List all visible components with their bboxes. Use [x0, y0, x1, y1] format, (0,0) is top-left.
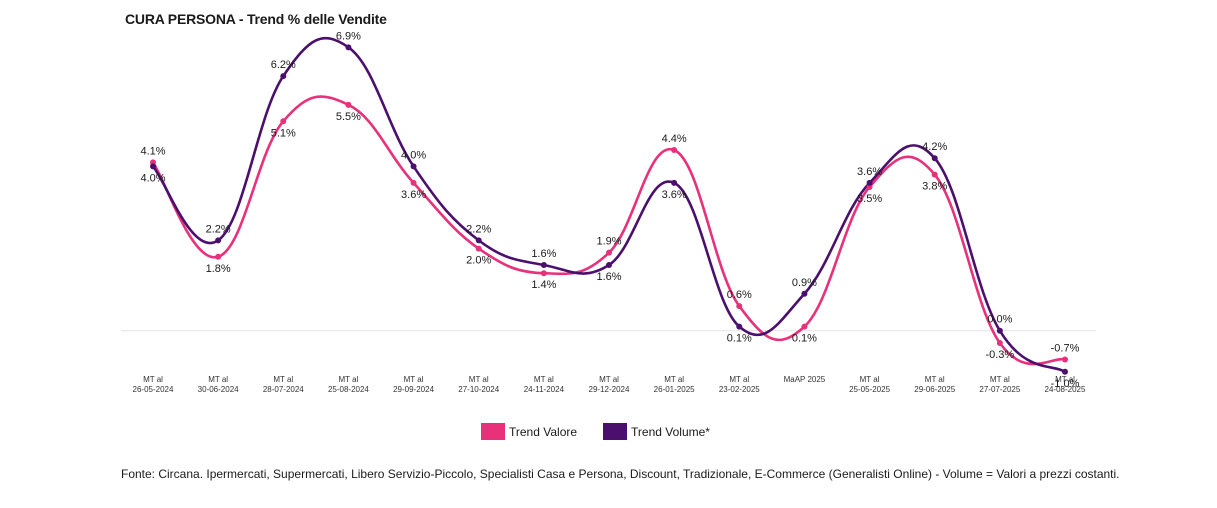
- x-tick-label: MT al 23-02-2025: [719, 375, 760, 394]
- data-point: [931, 171, 938, 178]
- data-label: 6.9%: [336, 30, 361, 42]
- data-point: [410, 179, 417, 186]
- data-point: [671, 147, 678, 153]
- series-layer: [150, 36, 1068, 375]
- x-tick-label: MT al 29-09-2024: [393, 375, 434, 394]
- data-label: 4.2%: [922, 141, 947, 153]
- data-point: [215, 253, 222, 260]
- x-axis: MT al 26-05-2024 MT al 30-06-2024 MT al 28-07…: [133, 375, 1086, 394]
- data-point: [150, 159, 156, 166]
- data-label: 4.0%: [140, 172, 165, 184]
- data-label: 1.8%: [206, 263, 231, 275]
- data-point: [215, 237, 222, 244]
- data-label: 3.8%: [922, 181, 947, 193]
- data-point: [410, 163, 417, 170]
- legend-item-trend-volume: Trend Volume*: [603, 423, 710, 440]
- x-tick-label: MT al 25-08-2024: [328, 375, 369, 394]
- data-label: 3.6%: [857, 166, 882, 178]
- data-label: 2.2%: [466, 223, 491, 235]
- data-label: 4.0%: [401, 149, 426, 161]
- data-point: [736, 323, 743, 330]
- data-point: [736, 303, 743, 310]
- data-point: [280, 118, 287, 125]
- data-label: 0.0%: [987, 314, 1012, 326]
- data-point: [671, 179, 678, 186]
- data-point: [866, 183, 873, 190]
- x-tick-label: MT al 29-06-2025: [914, 375, 955, 394]
- data-label: 1.6%: [596, 271, 621, 283]
- data-label: 5.1%: [271, 127, 296, 139]
- legend-label-volume: Trend Volume*: [631, 424, 710, 439]
- legend-label-valore: Trend Valore: [509, 424, 578, 439]
- x-tick-label: MT al 27-10-2024: [458, 375, 499, 394]
- data-point: [1062, 368, 1068, 375]
- data-point: [606, 262, 612, 268]
- data-point: [475, 237, 482, 244]
- x-tick-label: MT al 28-07-2024: [263, 375, 304, 394]
- legend-item-trend-valore: Trend Valore: [481, 423, 577, 440]
- data-label: 0.6%: [727, 289, 752, 301]
- data-label: -0.7%: [1051, 342, 1080, 354]
- data-label: 6.2%: [271, 59, 296, 71]
- legend-swatch-valore: [481, 423, 505, 440]
- x-tick-label: MT al 27-07-2025: [979, 375, 1020, 394]
- data-point: [801, 290, 808, 297]
- data-point: [280, 73, 287, 80]
- data-label: 3.6%: [401, 189, 426, 201]
- data-label: 0.1%: [792, 333, 817, 345]
- source-note: Fonte: Circana. Ipermercati, Supermercat…: [121, 467, 1120, 481]
- data-point: [996, 327, 1003, 334]
- data-label: 4.4%: [662, 133, 687, 145]
- data-point: [540, 270, 547, 277]
- data-label: 1.4%: [531, 279, 556, 291]
- data-label: 1.9%: [596, 236, 621, 248]
- x-tick-label: MT al 30-06-2024: [198, 375, 239, 394]
- data-label-layer: 4.1% 1.8% 5.1% 5.5% 3.6% 2.0% 1.4% 1.9% 4.4% 0.6%…: [140, 30, 1079, 389]
- data-label: 3.6%: [662, 189, 687, 201]
- data-label: -1.0%: [1051, 378, 1080, 390]
- x-tick-label: MaAP 2025: [784, 375, 826, 384]
- chart-title: CURA PERSONA - Trend % delle Vendite: [125, 11, 387, 27]
- data-point: [1062, 356, 1068, 363]
- data-point: [866, 179, 873, 186]
- data-point: [475, 245, 482, 252]
- series-line-volume: [151, 36, 1066, 373]
- data-point: [150, 163, 156, 170]
- data-label: 1.6%: [531, 248, 556, 260]
- data-label: 0.9%: [792, 277, 817, 289]
- data-point: [345, 101, 352, 108]
- x-tick-label: MT al 24-08-2025: [1045, 375, 1086, 394]
- data-label: 5.5%: [336, 111, 361, 123]
- legend: Trend Valore Trend Volume*: [481, 423, 710, 440]
- data-label: 0.1%: [727, 333, 752, 345]
- data-point: [801, 323, 808, 330]
- data-point: [996, 340, 1003, 347]
- data-point: [540, 262, 547, 268]
- data-label: 2.0%: [466, 255, 491, 267]
- data-label: -0.3%: [985, 349, 1014, 361]
- data-label: 2.2%: [206, 223, 231, 235]
- x-tick-label: MT al 26-05-2024: [133, 375, 174, 394]
- legend-swatch-volume: [603, 423, 628, 440]
- series-line-valore: [151, 95, 1066, 366]
- data-label: 4.1%: [140, 145, 165, 157]
- line-chart: 4.1% 1.8% 5.1% 5.5% 3.6% 2.0% 1.4% 1.9% 4.4% 0.6%…: [121, 30, 1096, 394]
- data-point: [606, 249, 612, 256]
- data-label: 3.5%: [857, 193, 882, 205]
- data-point: [931, 155, 938, 162]
- data-point: [345, 44, 352, 51]
- x-tick-label: MT al 29-12-2024: [589, 375, 630, 394]
- x-tick-label: MT al 25-05-2025: [849, 375, 890, 394]
- x-tick-label: MT al 24-11-2024: [524, 375, 565, 394]
- x-tick-label: MT al 26-01-2025: [654, 375, 695, 394]
